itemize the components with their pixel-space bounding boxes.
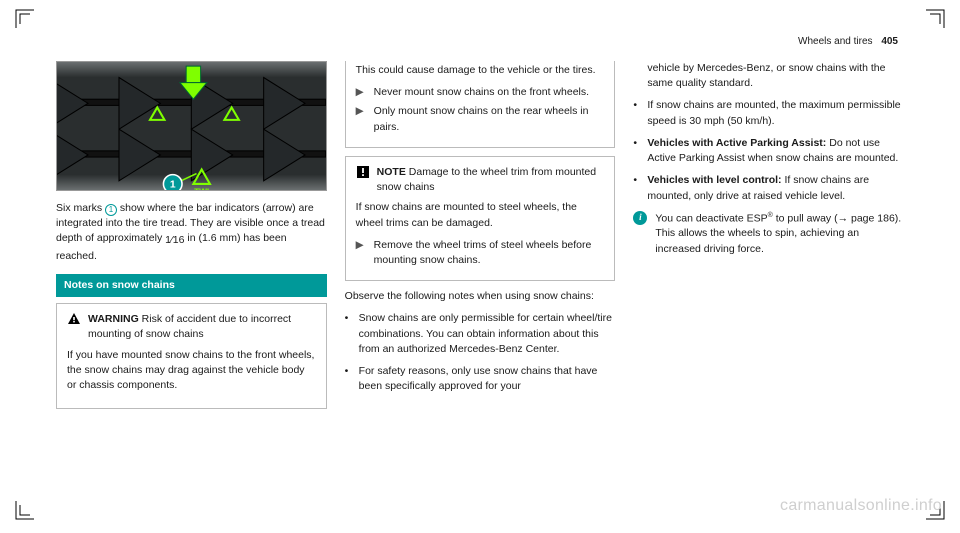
arrow-icon: ▶	[356, 85, 368, 100]
list-item: Vehicles with level control: If snow cha…	[633, 173, 904, 203]
warning-triangle-icon	[67, 312, 81, 326]
list-item: For safety reasons, only use snow chains…	[345, 364, 616, 394]
list-item: If snow chains are mounted, the maximum …	[633, 98, 904, 128]
note-body: If snow chains are mounted to steel whee…	[356, 200, 605, 230]
list-item: Vehicles with Active Parking Assist: Do …	[633, 136, 904, 166]
note-head: NOTE Damage to the wheel trim from mount…	[377, 165, 605, 195]
warning-cont: This could cause damage to the vehicle o…	[356, 63, 605, 78]
note-exclaim-icon	[356, 165, 370, 179]
action-item: ▶ Remove the wheel trims of steel wheels…	[356, 238, 605, 268]
columns: TWI 1 Six marks 1 show where the bar ind…	[56, 61, 904, 417]
bullet-list: If snow chains are mounted, the maximum …	[633, 98, 904, 203]
column-2: This could cause damage to the vehicle o…	[345, 61, 616, 417]
bullet-continuation: vehicle by Mercedes-Benz, or snow chains…	[633, 61, 904, 91]
svg-text:TWI: TWI	[194, 187, 209, 191]
page-number: 405	[881, 36, 898, 47]
info-text: You can deactivate ESP® to pull away (→ …	[655, 211, 904, 257]
bullet-list: Snow chains are only permissible for cer…	[345, 311, 616, 394]
section-title: Wheels and tires	[798, 36, 872, 47]
tire-tread-figure: TWI 1	[56, 61, 327, 191]
arrow-icon: ▶	[356, 238, 368, 268]
note-box: NOTE Damage to the wheel trim from mount…	[345, 156, 616, 281]
tire-tread-svg: TWI 1	[57, 62, 326, 191]
observe-intro: Observe the following notes when using s…	[345, 289, 616, 304]
tire-caption: Six marks 1 show where the bar indicator…	[56, 201, 327, 264]
column-1: TWI 1 Six marks 1 show where the bar ind…	[56, 61, 327, 417]
corner-mark-icon	[14, 499, 36, 521]
warning-head: WARNING Risk of accident due to incorrec…	[88, 312, 316, 342]
action-item: ▶ Only mount snow chains on the rear whe…	[356, 104, 605, 134]
corner-mark-icon	[14, 8, 36, 30]
column-3: vehicle by Mercedes-Benz, or snow chains…	[633, 61, 904, 417]
marker-1-icon: 1	[105, 204, 117, 216]
warning-body: If you have mounted snow chains to the f…	[67, 348, 316, 394]
warning-box-continued: This could cause damage to the vehicle o…	[345, 61, 616, 148]
corner-mark-icon	[924, 8, 946, 30]
arrow-icon: ▶	[356, 104, 368, 134]
watermark: carmanualsonline.info	[780, 497, 942, 515]
info-icon: i	[633, 211, 647, 225]
page: Wheels and tires 405	[0, 0, 960, 533]
section-heading: Notes on snow chains	[56, 274, 327, 297]
info-note: i You can deactivate ESP® to pull away (…	[633, 211, 904, 257]
warning-box: WARNING Risk of accident due to incorrec…	[56, 303, 327, 409]
page-header: Wheels and tires 405	[56, 36, 904, 47]
svg-text:1: 1	[170, 180, 176, 191]
action-item: ▶ Never mount snow chains on the front w…	[356, 85, 605, 100]
list-item: Snow chains are only permissible for cer…	[345, 311, 616, 357]
